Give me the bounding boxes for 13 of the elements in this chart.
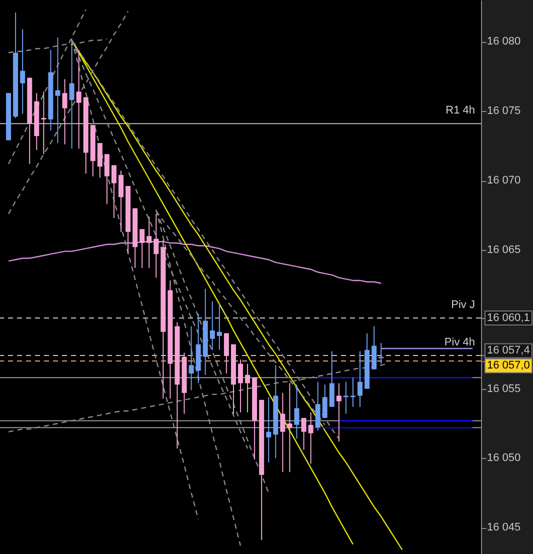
y-tick-label: 16 045 — [487, 522, 521, 534]
ref-line-label: Piv 4h — [444, 336, 475, 348]
ref-line-label: Piv J — [451, 298, 475, 311]
y-tick-label: 16 055 — [487, 382, 521, 395]
y-tick-label: 16 080 — [487, 36, 521, 48]
y-tick-label: 16 065 — [487, 244, 521, 256]
y-tick-label: 16 060,1 — [487, 312, 530, 324]
ref-line-label: R1 4h — [446, 104, 475, 117]
y-tick-label: 16 075 — [487, 105, 521, 118]
y-tick-label: 16 070 — [487, 174, 521, 186]
y-tick-label: 16 057,4 — [487, 344, 530, 357]
y-tick-label: 16 057,0 — [487, 360, 530, 372]
y-tick-label: 16 050 — [487, 452, 521, 464]
